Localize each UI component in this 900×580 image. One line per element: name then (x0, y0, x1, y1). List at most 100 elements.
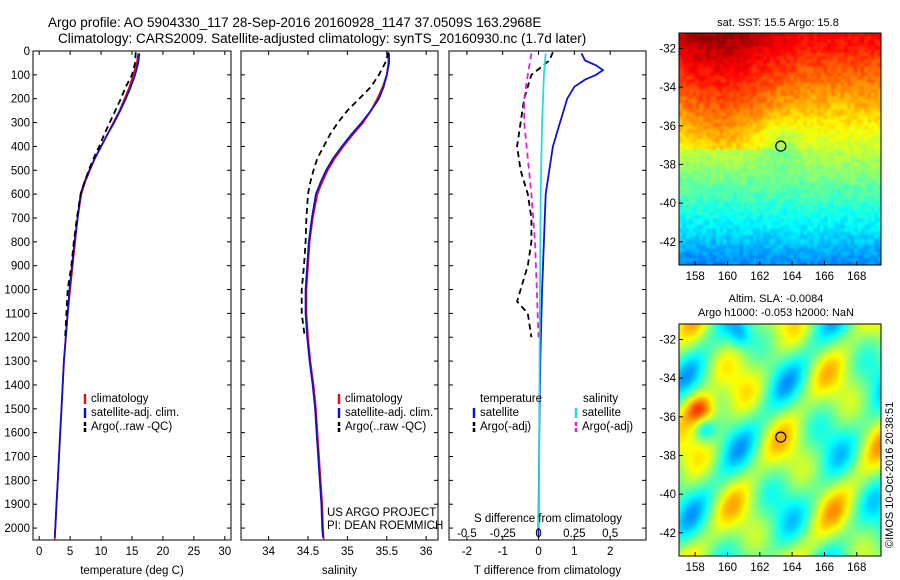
sst_map-ytick-label: -32 (659, 43, 676, 55)
temperature-panel: 0 5 10 15 20 25 300100200300400500600700800900… (4, 46, 232, 577)
difference-xtick-label: 2 (607, 546, 613, 558)
sla_map-ytick-label: -40 (659, 489, 676, 501)
temperature-ytick-label: 1000 (4, 285, 30, 297)
sst-map-panel: sat. SST: 15.5 Argo: 15.8 158 160 162 164 16… (659, 17, 882, 283)
temperature-ytick-label: 200 (11, 94, 30, 106)
temperature-ytick-label: 900 (11, 261, 30, 273)
temperature-xtick-label: 5 (67, 546, 73, 558)
sst-heatmap-image (679, 33, 881, 265)
temperature-ytick-label: 100 (11, 70, 30, 82)
diff-sdiff-tick-label: -0.25 (490, 528, 516, 540)
temperature-ytick-label: 1700 (4, 452, 30, 464)
header-line-1: Argo profile: AO 5904330_117 28-Sep-2016… (48, 15, 541, 30)
salinity-xtick-label: 36 (420, 546, 433, 558)
sal-legend-argo-label: Argo(..raw -QC) (345, 421, 426, 433)
temperature-ytick-label: 1300 (4, 356, 30, 368)
sla_map-frame (678, 323, 882, 557)
temperature-xlabel: temperature (deg C) (80, 565, 184, 577)
temperature-ytick-label: 400 (11, 141, 30, 153)
sla_map-ytick-label: -36 (659, 412, 676, 424)
temperature-ytick-label: 700 (11, 213, 30, 225)
diff-legend-s-argo-label: Argo(-adj) (582, 421, 633, 433)
sla_map-xtick-label: 160 (718, 562, 737, 574)
sla_map-ytick-label: -42 (659, 528, 676, 540)
salinity-series-line (304, 53, 390, 538)
diff-sdiff-xlabel: S difference from climatology (474, 513, 622, 525)
difference-xtick-label: -1 (498, 546, 508, 558)
difference-plot-frame (448, 50, 647, 541)
temperature-ytick-label: 0 (24, 46, 30, 58)
temperature-ytick-label: 1900 (4, 499, 30, 511)
difference-series-line (538, 53, 547, 529)
temperature-ytick-label: 1500 (4, 404, 30, 416)
temp-legend-argo-label: Argo(..raw -QC) (91, 421, 172, 433)
temperature-ytick-label: 1100 (5, 308, 30, 320)
sst_map-xtick-label: 166 (815, 271, 834, 283)
header-line-2: Climatology: CARS2009. Satellite-adjuste… (58, 31, 586, 46)
temperature-xtick-label: 25 (187, 546, 200, 558)
sla-heatmap-image (679, 324, 881, 556)
temperature-series-line (64, 52, 137, 338)
sst_map-ytick-label: -34 (659, 82, 676, 94)
diff-legend-header-salinity: salinity (583, 393, 618, 405)
sst-map-title: sat. SST: 15.5 Argo: 15.8 (717, 17, 839, 29)
sal-legend-climatology-label: climatology (345, 393, 403, 405)
sla_map-ytick-label: -32 (659, 334, 676, 346)
temperature-plot-frame (32, 50, 232, 541)
temperature-ytick-label: 2000 (4, 523, 30, 535)
sst_map-xtick-label: 160 (718, 271, 737, 283)
sla_map-ytick-label: -38 (659, 450, 676, 462)
sla-map-panel: Altim. SLA: -0.0084 Argo h1000: -0.053 h… (659, 293, 882, 574)
diff-sdiff-tick-label: 0 (535, 528, 541, 540)
diff-legend-header-temperature: temperature (480, 393, 542, 405)
imos-credit: ©IMOS 10-Oct-2016 20:38:51 (884, 402, 896, 548)
sst_map-argo-marker (775, 140, 787, 152)
sla-map-title-1: Altim. SLA: -0.0084 (729, 293, 824, 305)
sst_map-frame (678, 32, 882, 266)
temperature-ytick-label: 800 (11, 237, 30, 249)
diff-sdiff-tick-label: -0.5 (457, 528, 477, 540)
temperature-ytick-label: 1600 (4, 428, 30, 440)
diff-legend-s-satellite-label: satellite (582, 407, 621, 419)
salinity-xtick-label: 35.5 (376, 546, 398, 558)
temperature-xtick-label: 30 (218, 546, 231, 558)
sst_map-ytick-label: -36 (659, 121, 676, 133)
salinity-panel: 34 34.5 35 35.5 36 salinity climatology satelli… (240, 50, 439, 577)
temp-legend-climatology-label: climatology (91, 393, 149, 405)
difference-xlabel: T difference from climatology (474, 565, 621, 577)
difference-panel: -2 -1 0 1 2 T difference from climatology -0.5… (448, 50, 647, 577)
difference-xtick-label: 0 (535, 546, 541, 558)
sla_map-ytick-label: -34 (659, 373, 676, 385)
difference-xtick-label: 1 (571, 546, 577, 558)
temperature-xtick-label: 15 (126, 546, 139, 558)
sla_map-xtick-label: 168 (847, 562, 866, 574)
diff-sdiff-tick-label: 0.5 (602, 528, 618, 540)
temperature-series-line (53, 53, 141, 538)
salinity-xtick-label: 34.5 (297, 546, 319, 558)
sst_map-xtick-label: 162 (750, 271, 769, 283)
sst_map-xtick-label: 168 (847, 271, 866, 283)
temperature-ytick-label: 500 (11, 165, 30, 177)
project-line-1: US ARGO PROJECT (327, 507, 436, 519)
sla_map-xtick-label: 164 (783, 562, 803, 574)
sla_map-xtick-label: 166 (815, 562, 834, 574)
temperature-ytick-label: 300 (11, 118, 30, 130)
temperature-ytick-label: 600 (11, 189, 30, 201)
temperature-xtick-label: 10 (95, 546, 108, 558)
sla_map-xtick-label: 162 (750, 562, 769, 574)
difference-series-line (523, 53, 540, 338)
diff-legend-t-satellite-label: satellite (480, 407, 519, 419)
sst_map-xtick-label: 164 (783, 271, 803, 283)
sst_map-xtick-label: 158 (686, 271, 705, 283)
difference-series-line (516, 51, 554, 338)
diff-legend-t-argo-label: Argo(-adj) (480, 421, 531, 433)
project-line-2: PI: DEAN ROEMMICH (327, 520, 443, 532)
salinity-xtick-label: 34 (262, 546, 275, 558)
temperature-xtick-label: 0 (36, 546, 42, 558)
temp-legend-satellite-label: satellite-adj. clim. (91, 407, 179, 419)
salinity-xtick-label: 35 (341, 546, 354, 558)
temperature-ytick-label: 1200 (4, 332, 30, 344)
sst_map-ytick-label: -42 (659, 237, 676, 249)
sal-legend-satellite-label: satellite-adj. clim. (345, 407, 433, 419)
